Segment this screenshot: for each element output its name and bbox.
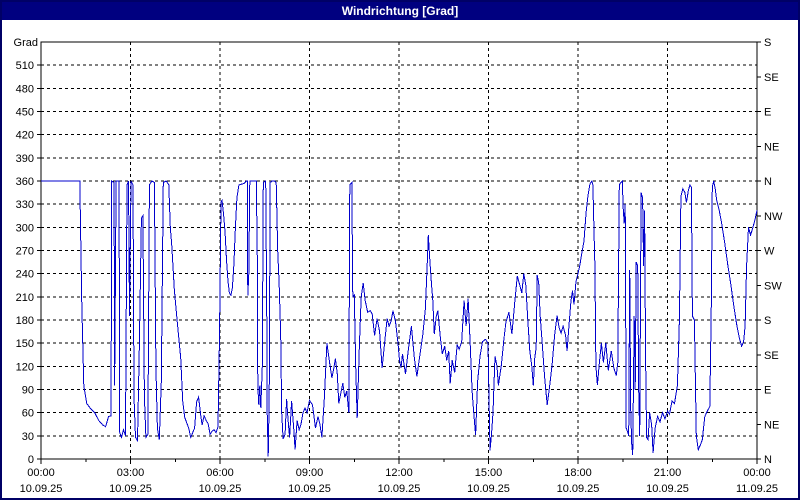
y-right-compass-label: S xyxy=(764,37,771,49)
x-time-label: 21:00 xyxy=(654,467,682,479)
y-left-tick-label: 180 xyxy=(16,315,34,327)
window-title: Windrichtung [Grad] xyxy=(2,2,798,20)
x-time-label: 00:00 xyxy=(27,467,55,479)
y-right-compass-label: W xyxy=(764,246,775,258)
y-left-tick-label: 420 xyxy=(16,130,34,142)
x-time-label: 15:00 xyxy=(475,467,503,479)
x-date-label: 10.09.25 xyxy=(20,483,63,495)
y-left-tick-label: 390 xyxy=(16,153,34,165)
x-date-label: 10.09.25 xyxy=(109,483,152,495)
y-left-tick-label: 270 xyxy=(16,246,34,258)
x-date-label: 10.09.25 xyxy=(557,483,600,495)
y-left-tick-label: 450 xyxy=(16,107,34,119)
y-left-tick-label: 90 xyxy=(22,385,34,397)
x-date-label: 10.09.25 xyxy=(378,483,421,495)
x-time-label: 09:00 xyxy=(296,467,324,479)
y-right-compass-label: S xyxy=(764,315,771,327)
y-axis-unit-label: Grad xyxy=(14,37,38,49)
y-right-compass-label: NE xyxy=(764,141,779,153)
y-left-tick-label: 120 xyxy=(16,361,34,373)
x-time-label: 12:00 xyxy=(385,467,413,479)
wind-direction-series xyxy=(41,179,758,457)
x-time-label: 18:00 xyxy=(564,467,592,479)
x-time-label: 06:00 xyxy=(206,467,234,479)
y-right-compass-label: NE xyxy=(764,419,779,431)
x-date-label: 10.09.25 xyxy=(199,483,242,495)
y-right-compass-label: N xyxy=(764,176,772,188)
y-left-tick-label: 300 xyxy=(16,222,34,234)
y-left-tick-label: 480 xyxy=(16,83,34,95)
y-left-tick-label: 30 xyxy=(22,431,34,443)
x-date-label: 10.09.25 xyxy=(646,483,689,495)
y-right-compass-label: SE xyxy=(764,72,779,84)
y-left-tick-label: 150 xyxy=(16,338,34,350)
y-right-compass-label: SW xyxy=(764,280,782,292)
y-left-tick-label: 60 xyxy=(22,408,34,420)
y-right-compass-label: E xyxy=(764,385,771,397)
y-left-tick-label: 330 xyxy=(16,199,34,211)
x-date-label: 10.09.25 xyxy=(288,483,331,495)
x-time-label: 00:00 xyxy=(743,467,771,479)
y-right-compass-label: E xyxy=(764,107,771,119)
y-right-compass-label: NW xyxy=(764,211,783,223)
y-right-compass-label: N xyxy=(764,454,772,466)
y-left-tick-label: 240 xyxy=(16,269,34,281)
y-left-tick-label: 210 xyxy=(16,292,34,304)
x-date-label: 10.09.25 xyxy=(467,483,510,495)
x-date-label: 11.09.25 xyxy=(736,483,778,495)
x-time-label: 03:00 xyxy=(117,467,145,479)
y-right-compass-label: SE xyxy=(764,350,779,362)
y-left-tick-label: 510 xyxy=(16,60,34,72)
y-left-tick-label: 0 xyxy=(28,454,34,466)
y-left-tick-label: 360 xyxy=(16,176,34,188)
